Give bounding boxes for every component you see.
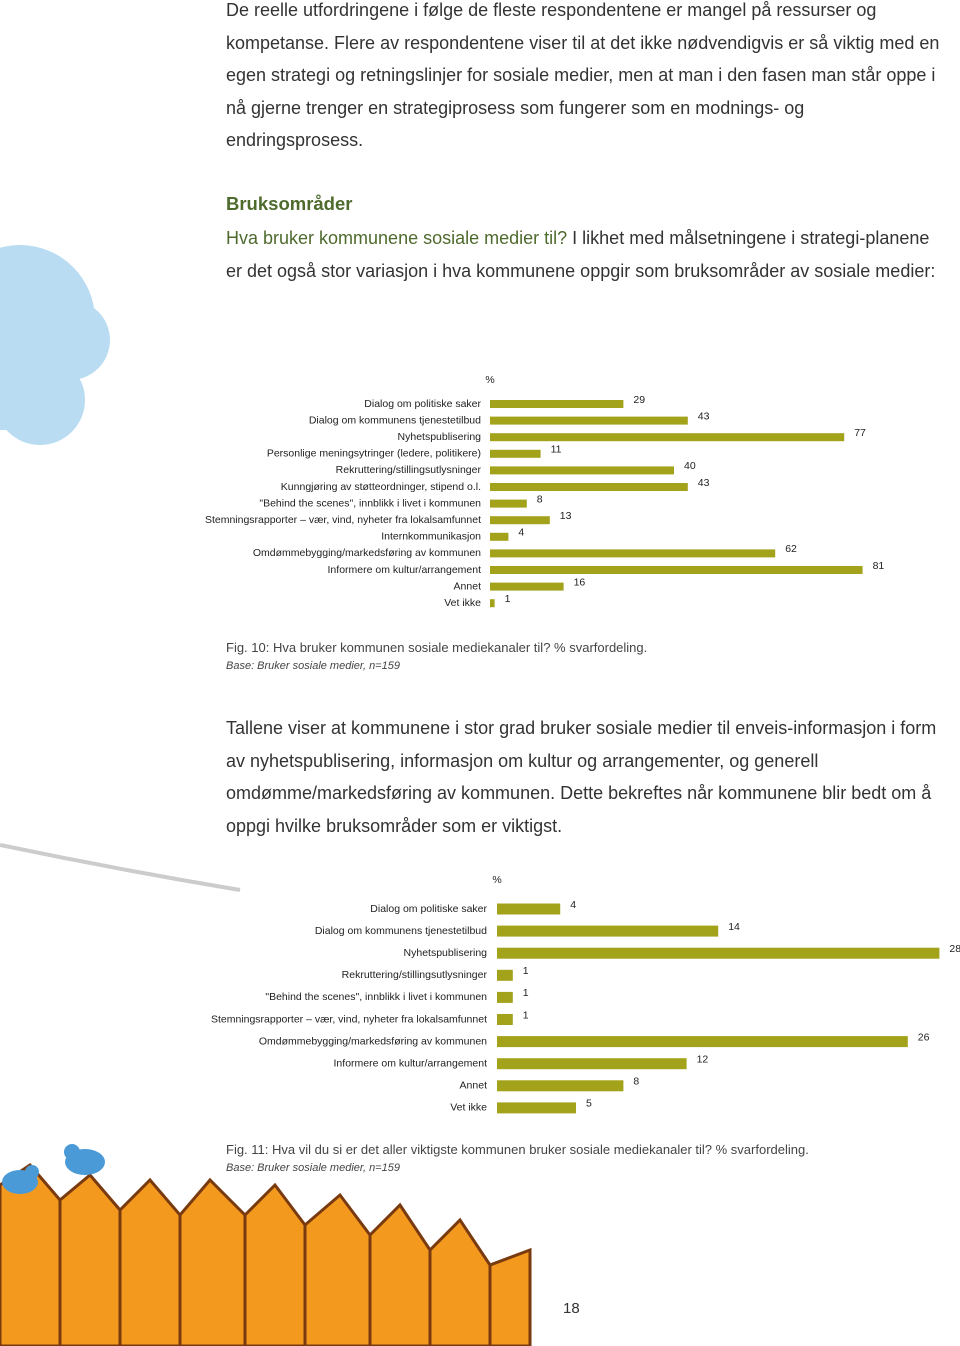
category-label: Stemningsrapporter – vær, vind, nyheter …	[211, 1013, 487, 1025]
value-label: 8	[633, 1076, 639, 1088]
bar	[497, 947, 940, 959]
paragraph: De reelle utfordringene i følge de flest…	[226, 0, 940, 150]
paragraph: Tallene viser at kommunene i stor grad b…	[226, 718, 937, 836]
bar	[497, 991, 513, 1003]
note: Base: Bruker sosiale medier, n=159	[226, 660, 400, 672]
category-label: Stemningsrapporter – vær, vind, nyheter …	[205, 514, 481, 526]
value-label: 14	[728, 921, 740, 933]
category-label: "Behind the scenes", innblikk i livet i …	[265, 991, 487, 1003]
category-label: Dialog om politiske saker	[364, 398, 481, 410]
bar	[497, 1014, 513, 1025]
category-label: Nyhetspublisering	[404, 947, 488, 959]
category-label: Internkommunikasjon	[381, 531, 481, 543]
category-label: Personlige meningsytringer (ledere, poli…	[267, 448, 481, 460]
bar	[490, 532, 509, 541]
text: I likhet med målsetningene i strategi-pl…	[226, 228, 936, 281]
chart: % Dialog om politiske saker 4 Dialog om kom…	[211, 874, 960, 1114]
bar	[497, 903, 561, 915]
value-label: 5	[586, 1098, 592, 1110]
value-label: 1	[523, 987, 529, 999]
bar	[490, 582, 564, 591]
category-label: Dialog om politiske saker	[370, 903, 487, 915]
value-label: 43	[698, 410, 710, 422]
bar	[497, 1058, 687, 1070]
value-label: 62	[785, 543, 797, 555]
value-label: 13	[560, 510, 572, 522]
paragraph: Hva bruker kommunene sosiale medier til?…	[226, 222, 941, 287]
bar	[490, 516, 550, 525]
bar	[490, 433, 845, 442]
bar	[490, 483, 688, 491]
bar	[490, 566, 863, 574]
category-label: Informere om kultur/arrangement	[328, 564, 482, 576]
note: Base: Bruker sosiale medier, n=159	[226, 1162, 400, 1174]
chart: % Dialog om politiske saker 29 Dialog om ko…	[205, 374, 885, 609]
value-label: 8	[537, 493, 543, 505]
category-label: Informere om kultur/arrangement	[334, 1057, 488, 1069]
bar	[490, 449, 541, 458]
bar	[490, 466, 674, 475]
bar	[490, 499, 527, 508]
category-label: "Behind the scenes", innblikk i livet i …	[259, 497, 481, 509]
value-label: 4	[518, 527, 524, 539]
axis-label: %	[492, 874, 501, 886]
value-label: 77	[854, 427, 866, 439]
value-label: 11	[551, 444, 562, 456]
bar	[490, 599, 495, 608]
category-label: Vet ikke	[444, 597, 481, 609]
category-label: Rekruttering/stillingsutlysninger	[336, 464, 482, 476]
value-label: 16	[574, 576, 586, 588]
value-label: 1	[523, 1009, 529, 1021]
value-label: 1	[523, 965, 529, 977]
category-label: Kunngjøring av støtteordninger, stipend …	[281, 481, 481, 493]
bar	[490, 549, 776, 558]
caption: Fig. 11: Hva vil du si er det aller vikt…	[226, 1142, 809, 1157]
bar	[497, 1102, 576, 1114]
category-label: Vet ikke	[450, 1102, 487, 1114]
category-label: Annet	[460, 1080, 488, 1092]
caption: Fig. 10: Hva bruker kommunen sosiale med…	[226, 640, 648, 655]
value-label: 4	[570, 899, 576, 911]
page-number: 18	[563, 1300, 580, 1317]
heading: Bruksområder	[226, 193, 353, 214]
bar	[497, 1080, 624, 1092]
category-label: Rekruttering/stillingsutlysninger	[342, 969, 488, 981]
bar	[490, 400, 624, 408]
category-label: Nyhetspublisering	[398, 431, 482, 443]
value-label: 29	[633, 394, 645, 406]
bar	[497, 969, 513, 981]
category-label: Omdømmebygging/markedsføring av kommunen	[259, 1035, 487, 1047]
category-label: Omdømmebygging/markedsføring av kommunen	[253, 547, 481, 559]
category-label: Annet	[454, 580, 482, 592]
bar	[497, 1036, 908, 1048]
value-label: 43	[698, 477, 710, 489]
value-label: 12	[697, 1053, 709, 1065]
bar	[490, 416, 688, 425]
value-label: 26	[918, 1031, 930, 1043]
bar	[497, 925, 719, 937]
value-label: 81	[873, 560, 885, 572]
category-label: Dialog om kommunens tjenestetilbud	[315, 925, 487, 937]
value-label: 1	[505, 593, 511, 605]
axis-label: %	[485, 374, 494, 386]
value-label: 28	[949, 943, 960, 955]
category-label: Dialog om kommunens tjenestetilbud	[309, 414, 481, 426]
value-label: 40	[684, 460, 696, 472]
lead: Hva bruker kommunene sosiale medier til?	[226, 228, 568, 248]
